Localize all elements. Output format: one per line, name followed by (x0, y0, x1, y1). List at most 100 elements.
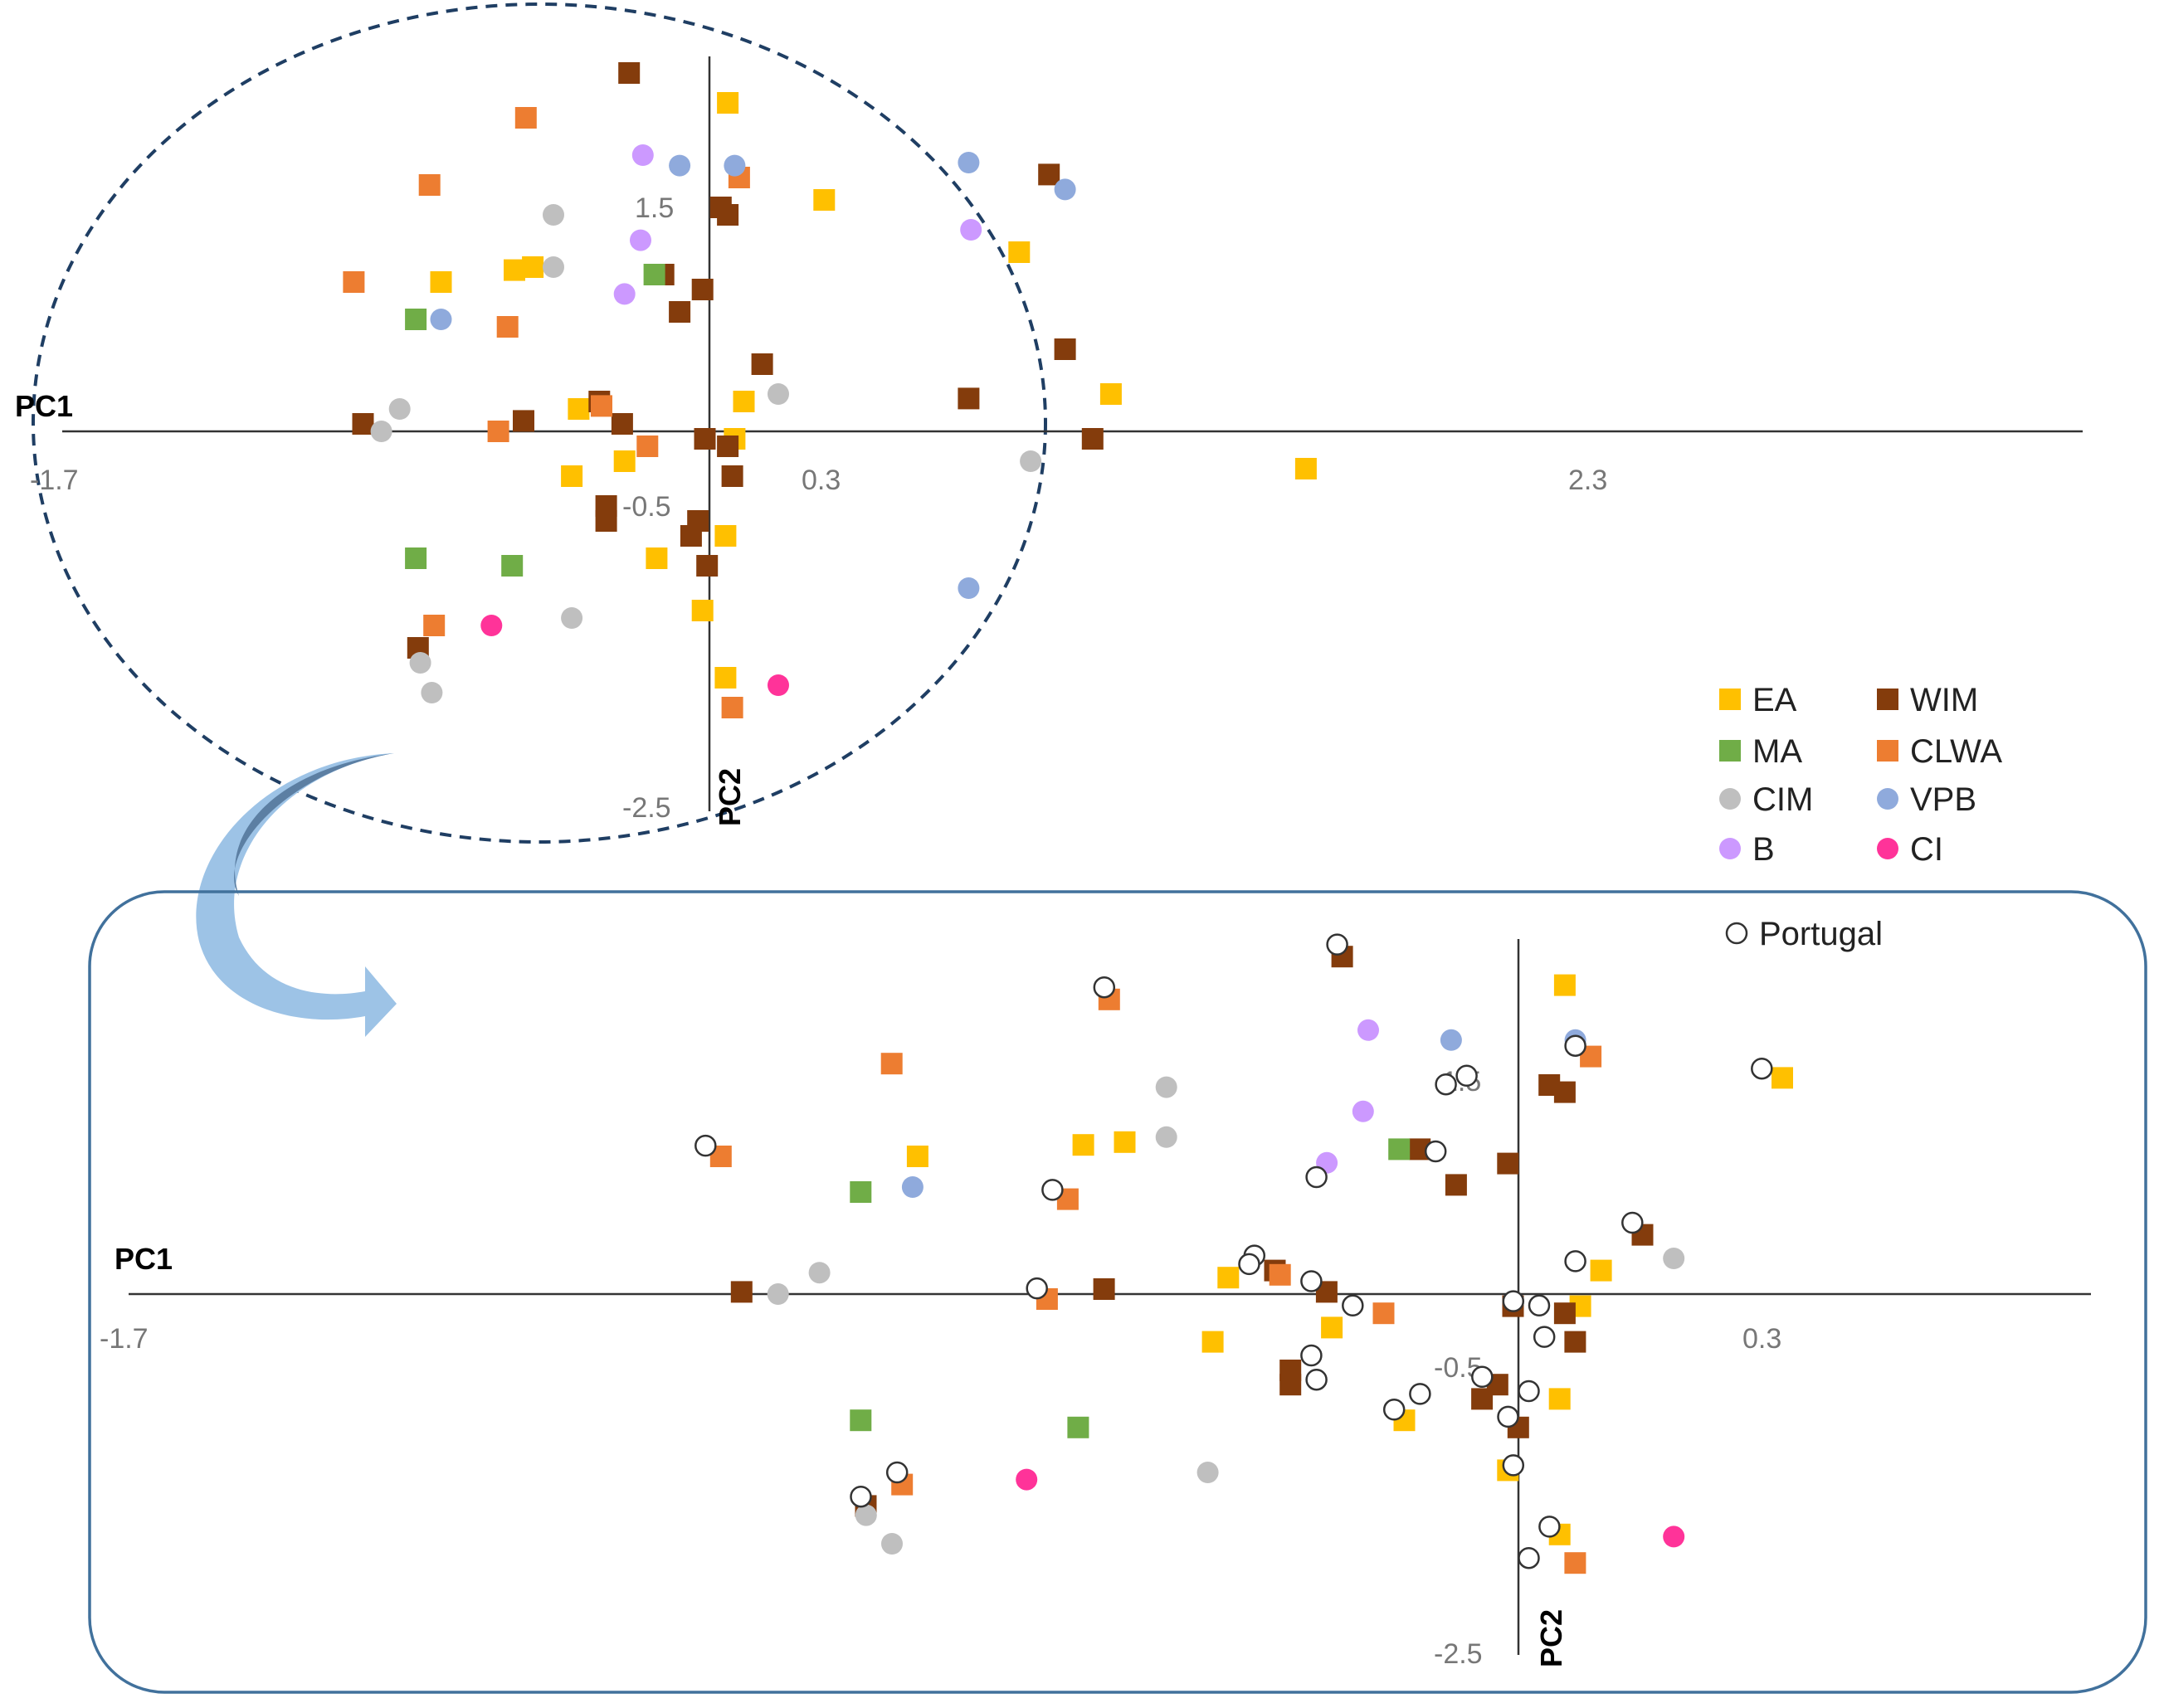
point-wim (694, 428, 716, 450)
y-axis-label: PC2 (1534, 1609, 1568, 1667)
point-cim (1020, 450, 1042, 472)
point-wim (730, 1281, 753, 1303)
point-portugal (885, 1461, 909, 1484)
point-portugal (1621, 1211, 1644, 1234)
point-ea (691, 600, 714, 621)
point-portugal (1518, 1546, 1540, 1569)
point-wim (751, 353, 773, 375)
point-wim (1445, 1174, 1467, 1196)
point-portugal (1528, 1294, 1551, 1317)
point-clwa (636, 436, 659, 457)
point-wim (680, 525, 702, 547)
point-cim (855, 1504, 877, 1526)
point-ea (1294, 458, 1317, 479)
x-tick-label: 0.3 (802, 465, 841, 496)
point-wim (595, 510, 617, 532)
x-tick-label: 0.3 (1742, 1323, 1781, 1355)
point-portugal (1305, 1368, 1328, 1391)
point-clwa (1269, 1263, 1291, 1286)
point-portugal (1305, 1165, 1328, 1189)
point-ea (1553, 974, 1576, 996)
point-cim (543, 204, 564, 226)
point-b (960, 219, 982, 241)
zoom-plot-panel: PC1 PC2 -1.7 0.3 1.5 -0.5 -2.5 (88, 890, 2147, 1694)
point-clwa (487, 421, 509, 442)
point-wim (721, 465, 743, 487)
point-wim (352, 413, 374, 435)
point-vpb (958, 577, 980, 599)
point-wim (1564, 1331, 1586, 1353)
point-portugal (1382, 1399, 1406, 1421)
point-wim (513, 410, 534, 432)
point-wim (1279, 1374, 1302, 1396)
point-wim (691, 279, 714, 300)
legend-marker-ea (1719, 689, 1741, 710)
legend-label-portugal: Portugal (1759, 916, 1883, 952)
point-portugal (1238, 1253, 1260, 1276)
point-ea (733, 391, 755, 412)
x-tick-label: 2.3 (1568, 465, 1607, 496)
point-vpb (1440, 1029, 1462, 1051)
point-portugal (1300, 1270, 1323, 1292)
point-ci (1016, 1468, 1038, 1491)
point-ci (480, 615, 503, 636)
point-ea (717, 92, 739, 114)
point-wim (958, 387, 980, 410)
point-cim (409, 652, 431, 674)
point-b (1352, 1100, 1374, 1122)
legend-marker-ci (1877, 838, 1898, 859)
full-plot-marks (343, 62, 1317, 718)
point-cim (881, 1533, 903, 1555)
point-portugal (1564, 1250, 1586, 1272)
legend-marker-cim (1719, 788, 1741, 810)
point-clwa (591, 395, 612, 417)
point-wim (1054, 338, 1076, 360)
point-vpb (1054, 178, 1076, 201)
point-ci (1663, 1526, 1685, 1548)
point-ma (501, 555, 524, 577)
point-clwa (514, 107, 537, 129)
point-portugal (1409, 1383, 1431, 1405)
point-portugal (1455, 1064, 1478, 1088)
point-cim (1155, 1076, 1177, 1098)
point-clwa (880, 1053, 903, 1075)
y-tick-label: 1.5 (635, 192, 674, 224)
point-cim (768, 383, 789, 405)
point-ma (405, 547, 427, 569)
point-ma (1388, 1138, 1411, 1161)
point-cim (1663, 1248, 1685, 1269)
legend-marker-ma (1719, 740, 1741, 762)
legend-label-ma: MA (1752, 733, 1802, 770)
point-ea (613, 450, 636, 472)
point-wim (611, 413, 633, 435)
point-portugal (850, 1485, 872, 1508)
point-ma (850, 1181, 872, 1203)
point-clwa (1564, 1552, 1586, 1574)
point-wim (1471, 1388, 1494, 1410)
legend-marker-b (1719, 838, 1741, 859)
point-clwa (343, 271, 365, 293)
point-ea (1072, 1134, 1094, 1156)
point-portugal (1502, 1290, 1525, 1312)
point-ma (850, 1409, 872, 1432)
point-vpb (724, 154, 746, 177)
point-wim (1497, 1152, 1519, 1175)
point-clwa (496, 316, 519, 338)
point-clwa (1372, 1302, 1395, 1325)
point-portugal (1424, 1140, 1447, 1163)
point-ci (768, 674, 789, 696)
point-portugal (1502, 1454, 1525, 1477)
y-tick-label: -2.5 (1434, 1638, 1483, 1670)
point-ea (1321, 1316, 1343, 1339)
point-ea (1008, 241, 1031, 263)
point-cim (388, 398, 411, 420)
point-ea (1099, 383, 1122, 405)
legend-label-b: B (1752, 831, 1775, 868)
point-clwa (423, 615, 446, 636)
point-portugal (1471, 1365, 1494, 1389)
point-ea (522, 256, 544, 278)
y-axis-label: PC2 (713, 768, 747, 826)
point-portugal (1751, 1057, 1773, 1080)
point-portugal (1326, 933, 1348, 956)
